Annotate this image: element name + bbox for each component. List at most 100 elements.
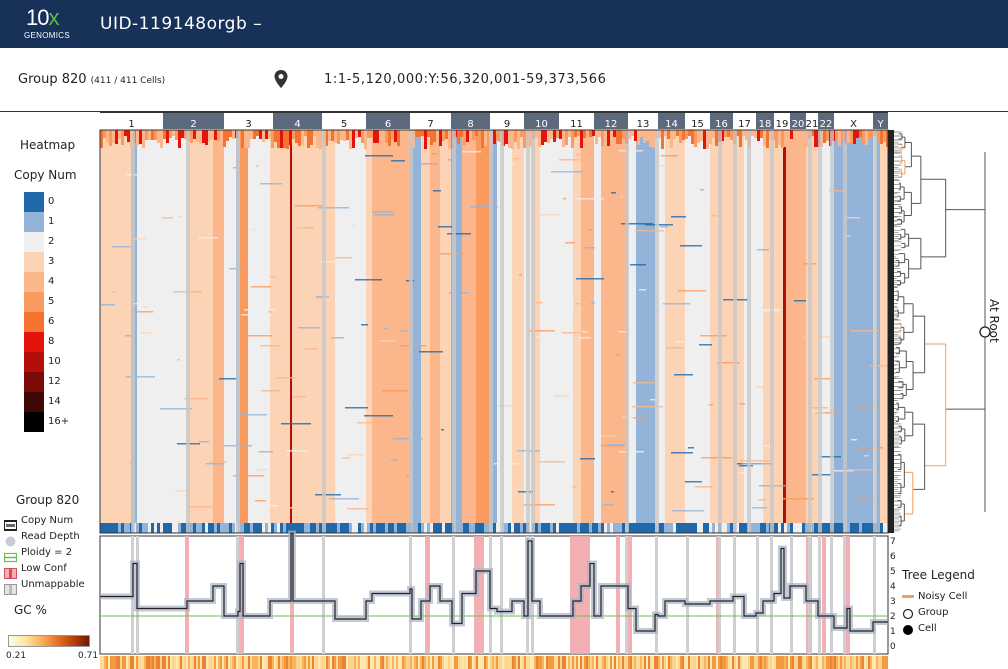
gc-bin	[810, 656, 812, 669]
tree-root-node[interactable]	[979, 326, 991, 338]
10x-genomics-logo[interactable]: 10x GENOMICS	[24, 5, 70, 40]
chromosome-header[interactable]: 1 2 3 4 5 6 7 8 9 10 11 12 13 14 15 16 17 18 19 20 21 22 X Y	[100, 112, 888, 130]
heatmap-cell	[784, 523, 787, 533]
heatmap-cell	[364, 415, 393, 417]
track-legend-item[interactable]: Copy Num	[3, 514, 98, 531]
heatmap-cell	[391, 160, 405, 162]
gc-bin	[332, 656, 334, 669]
gc-bin	[344, 656, 346, 669]
dendrogram-tree[interactable]	[888, 130, 991, 533]
gc-bin	[514, 656, 516, 669]
chromosome-tab-14[interactable]: 14	[658, 112, 685, 130]
heatmap-segment	[335, 130, 366, 533]
chromosome-tab-13[interactable]: 13	[628, 112, 658, 130]
chromosome-tab-22[interactable]: 22	[818, 112, 834, 130]
heatmap-cell	[868, 130, 871, 140]
track-legend-item[interactable]: Read Depth	[4, 530, 98, 547]
chromosome-tab-X[interactable]: X	[834, 112, 873, 130]
copy-number-swatch	[24, 412, 44, 432]
chromosome-tab-15[interactable]: 15	[685, 112, 710, 130]
chromosome-tab-5[interactable]: 5	[322, 112, 366, 130]
gc-bin	[338, 656, 340, 669]
track-legend-item[interactable]: Low Conf	[4, 562, 98, 579]
heatmap-cell	[415, 130, 418, 137]
heatmap-cell	[353, 225, 356, 227]
heatmap-cell	[274, 523, 277, 533]
gc-bin	[838, 656, 840, 669]
heatmap-cell	[883, 523, 886, 533]
gc-bin	[358, 656, 360, 669]
gc-bin	[346, 656, 348, 669]
copy-number-profile[interactable]	[99, 530, 889, 655]
heatmap-cell	[814, 130, 817, 147]
chromosome-tab-12[interactable]: 12	[594, 112, 628, 130]
heatmap-cell	[316, 523, 319, 533]
heatmap-cell	[745, 130, 748, 140]
heatmap-cell	[661, 523, 664, 533]
heatmap-cell	[643, 130, 646, 143]
chromosome-tab-17[interactable]: 17	[733, 112, 756, 130]
heatmap-cell	[538, 523, 541, 533]
heatmap-cell	[574, 130, 577, 137]
chromosome-tab-10[interactable]: 10	[524, 112, 559, 130]
heatmap-segment	[685, 130, 710, 533]
gc-bin	[612, 656, 614, 669]
at-root-label[interactable]: At Root	[987, 299, 1001, 343]
heatmap-cell	[283, 523, 286, 533]
copy-number-14: 14	[24, 392, 84, 412]
chromosome-tab-11[interactable]: 11	[559, 112, 594, 130]
gc-bin	[832, 656, 834, 669]
chromosome-tab-6[interactable]: 6	[366, 112, 410, 130]
gc-bin	[764, 656, 766, 669]
gc-bin	[190, 656, 192, 669]
chromosome-tab-16[interactable]: 16	[710, 112, 733, 130]
chromosome-tab-4[interactable]: 4	[273, 112, 322, 130]
chromosome-tab-9[interactable]: 9	[490, 112, 524, 130]
chromosome-tab-3[interactable]: 3	[224, 112, 273, 130]
chromosome-tab-20[interactable]: 20	[790, 112, 806, 130]
track-legend-item[interactable]: Ploidy = 2	[3, 546, 98, 563]
tree-branch	[911, 155, 922, 204]
chromosome-tab-18[interactable]: 18	[756, 112, 774, 130]
copy-number-heatmap[interactable]	[99, 129, 891, 534]
heatmap-cell	[256, 165, 259, 167]
heatmap-cell	[427, 523, 430, 533]
heatmap-cell	[778, 523, 781, 533]
heatmap-cell	[688, 130, 691, 136]
heatmap-cell	[343, 523, 346, 533]
chromosome-tab-7[interactable]: 7	[410, 112, 451, 130]
heatmap-segment	[240, 130, 248, 533]
gc-bin	[804, 656, 806, 669]
chromosome-tab-Y[interactable]: Y	[873, 112, 888, 130]
chromosome-tab-8[interactable]: 8	[451, 112, 490, 130]
gc-bin	[248, 656, 250, 669]
chromosome-tab-1[interactable]: 1	[100, 112, 163, 130]
gc-bin	[702, 656, 704, 669]
heatmap-cell	[318, 207, 349, 209]
gc-bin	[138, 656, 140, 669]
chromosome-label: 21	[806, 119, 819, 130]
heatmap-cell	[118, 130, 121, 139]
tree-branch	[898, 425, 902, 432]
heatmap-cell	[514, 365, 521, 367]
heatmap-cell	[619, 523, 622, 533]
gc-bin	[606, 656, 608, 669]
heatmap-cell	[781, 523, 784, 533]
chromosome-tab-19[interactable]: 19	[774, 112, 790, 130]
chromosome-label: 9	[504, 119, 510, 130]
chromosome-tab-21[interactable]: 21	[806, 112, 819, 130]
copy-number-view[interactable]: 1 2 3 4 5 6 7 8 9 10 11 12 13 14 15 16 17 18 19 20 21 22 X Y 01…	[0, 112, 1008, 669]
heatmap-cell	[700, 130, 703, 141]
heatmap-segment	[290, 130, 292, 533]
chromosome-tab-2[interactable]: 2	[163, 112, 224, 130]
gc-bin	[826, 656, 828, 669]
heatmap-cell	[711, 215, 719, 217]
heatmap-cell	[292, 396, 306, 398]
heatmap-cell	[202, 130, 205, 143]
gc-bin	[886, 656, 888, 669]
heatmap-cell	[846, 235, 851, 237]
heatmap-cell	[460, 523, 463, 533]
app-header: 10x GENOMICS UID-119148orgb –	[0, 0, 1008, 48]
track-legend-item[interactable]: Unmappable	[4, 578, 98, 595]
gc-bin	[806, 656, 808, 669]
